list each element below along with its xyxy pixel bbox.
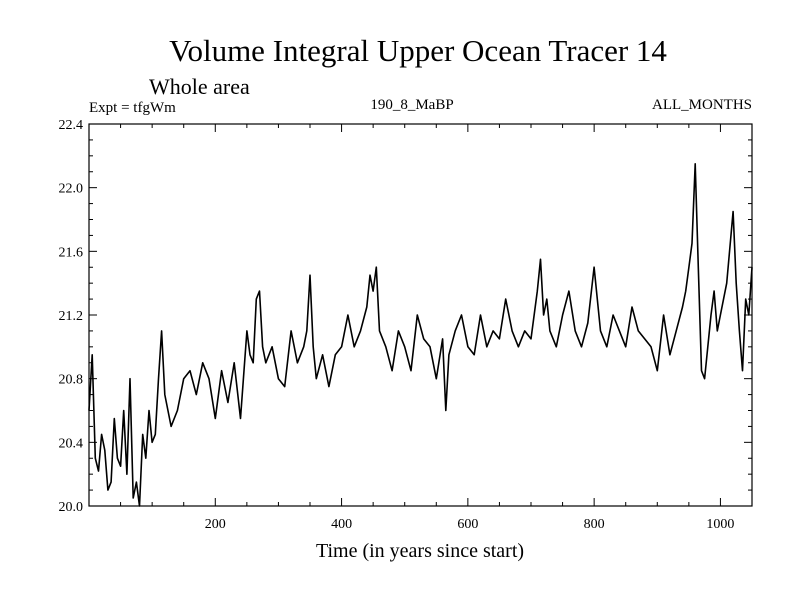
y-tick-label: 22.4 xyxy=(59,118,84,133)
plot-frame xyxy=(88,123,753,507)
y-tick-label: 20.0 xyxy=(59,500,84,515)
y-tick-label: 20.8 xyxy=(59,373,84,388)
months-label: ALL_MONTHS xyxy=(652,97,752,113)
x-axis: 200 400 600 800 1000 xyxy=(120,124,734,532)
x-tick-label: 600 xyxy=(457,517,478,532)
x-tick-label: 800 xyxy=(584,517,605,532)
series-line xyxy=(88,163,753,507)
x-tick-label: 400 xyxy=(331,517,352,532)
x-tick-label: 200 xyxy=(205,517,226,532)
x-tick-label: 1000 xyxy=(706,517,734,532)
plot-area: 20.0 20.4 20.8 21.2 21.6 22.0 22.4 200 400 600 80… xyxy=(59,118,753,532)
y-tick-label: 22.0 xyxy=(59,182,84,197)
run-label: 190_8_MaBP xyxy=(370,97,453,113)
y-tick-label: 20.4 xyxy=(59,436,84,451)
y-axis: 20.0 20.4 20.8 21.2 21.6 22.0 22.4 xyxy=(59,118,752,515)
expt-label: Expt = tfgWm xyxy=(89,100,176,116)
x-axis-label: Time (in years since start) xyxy=(316,540,524,562)
y-tick-label: 21.6 xyxy=(59,245,84,260)
chart-title: Volume Integral Upper Ocean Tracer 14 xyxy=(169,33,667,68)
y-tick-label: 21.2 xyxy=(59,309,84,324)
chart-subtitle: Whole area xyxy=(149,74,250,99)
